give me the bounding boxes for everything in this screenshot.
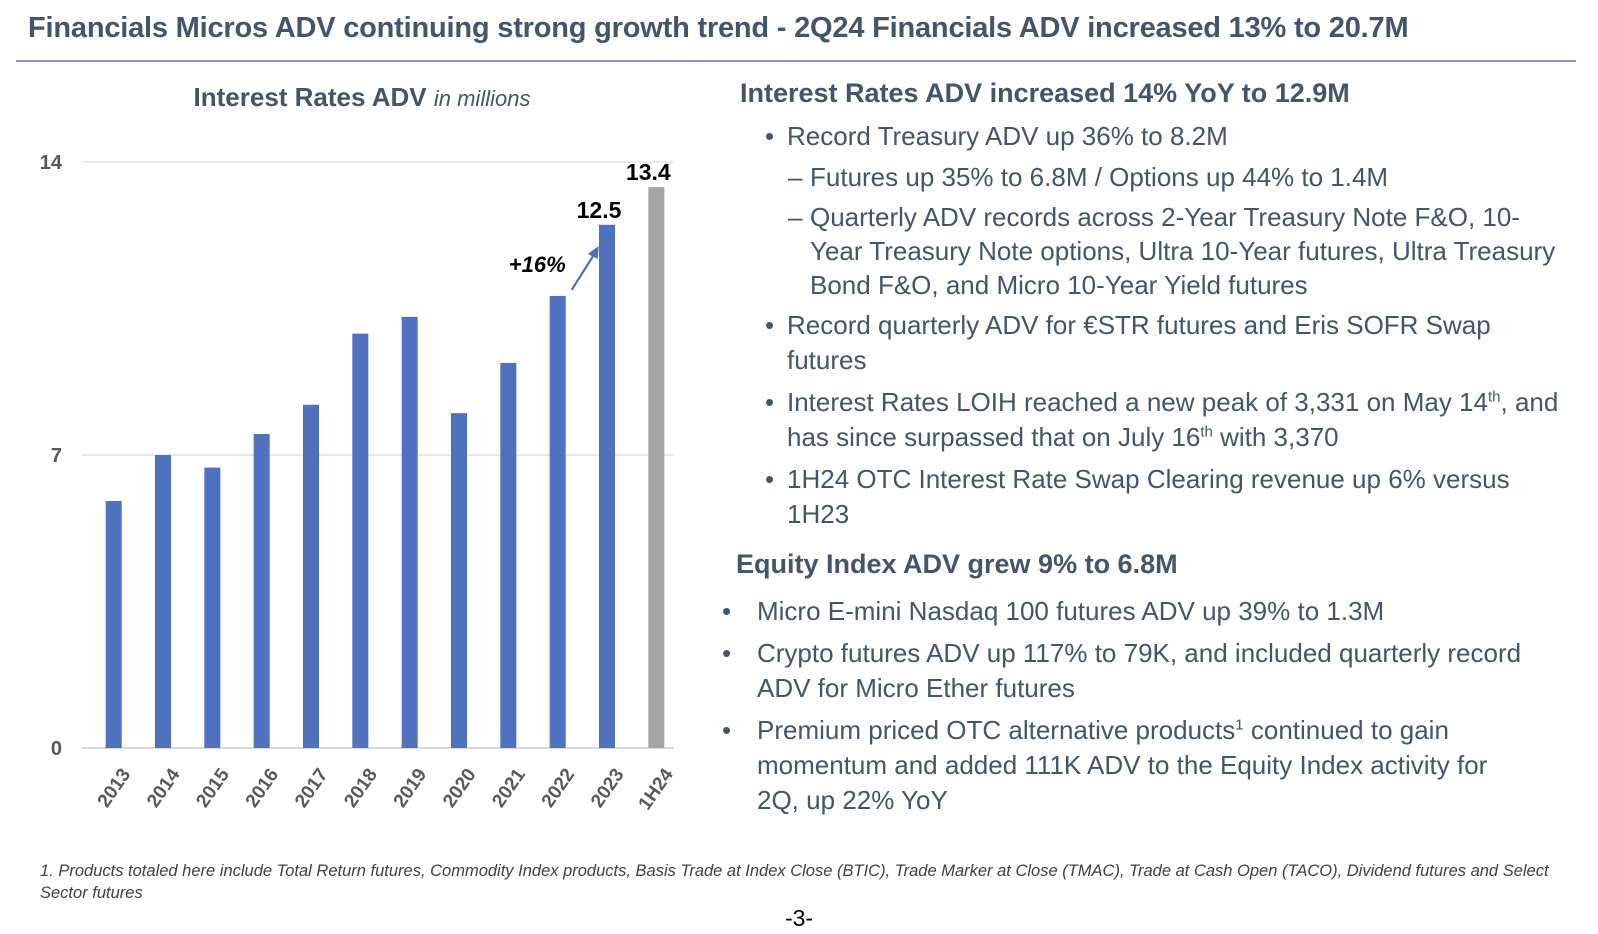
x-tick-label: 2020 <box>439 765 480 812</box>
growth-annotation-label: +16% <box>509 252 566 277</box>
sub-bullet-quarterly-records: – Quarterly ADV records across 2-Year Tr… <box>788 200 1568 302</box>
x-tick-label: 2021 <box>488 765 530 812</box>
bullet-text: Quarterly ADV records across 2-Year Trea… <box>810 202 1556 300</box>
text-segment: with 3,370 <box>1212 422 1339 452</box>
x-axis-ticks: 2013 2014 2015 2016 2017 2018 2019 2020 2021 2022… <box>94 764 678 814</box>
bullet-otc-irs: • 1H24 OTC Interest Rate Swap Clearing r… <box>765 462 1535 532</box>
bar-2017 <box>303 404 319 748</box>
bars <box>105 187 665 749</box>
title-divider <box>16 60 1576 62</box>
x-tick-label: 2014 <box>143 765 185 812</box>
data-label-2023: 12.5 <box>577 197 622 223</box>
bullet-micro-nasdaq: • Micro E-mini Nasdaq 100 futures ADV up… <box>722 594 1562 629</box>
bullet-treasury: • Record Treasury ADV up 36% to 8.2M <box>765 119 1565 154</box>
text-segment: continued to gain momentum and added 111… <box>757 715 1488 815</box>
bullet-text: Record quarterly ADV for €STR futures an… <box>787 310 1491 375</box>
y-tick-label: 7 <box>51 445 62 467</box>
bullet-marker: • <box>765 310 775 340</box>
bar-2016 <box>253 434 270 748</box>
text-segment: Premium priced OTC alternative products <box>757 715 1236 745</box>
chart-title: Interest Rates ADV in millions <box>0 82 724 113</box>
interest-rates-heading: Interest Rates ADV increased 14% YoY to … <box>740 78 1350 108</box>
bullet-crypto: • Crypto futures ADV up 117% to 79K, and… <box>722 636 1562 706</box>
bar-2014 <box>155 455 171 748</box>
text-segment: , and has since surpassed that on July 1… <box>787 387 1559 452</box>
bullet-marker: • <box>722 715 732 745</box>
superscript: th <box>1487 388 1501 406</box>
bullet-text: Micro E-mini Nasdaq 100 futures ADV up 3… <box>757 596 1385 626</box>
bar-2015 <box>204 467 221 748</box>
x-tick-label: 2016 <box>242 765 283 812</box>
chart-title-unit: in millions <box>433 86 531 111</box>
bullet-text: Futures up 35% to 6.8M / Options up 44% … <box>810 162 1389 192</box>
growth-annotation: +16% <box>509 245 599 291</box>
bar-2021 <box>500 362 517 748</box>
bar-2019 <box>401 316 418 748</box>
bar-1h24 <box>648 187 665 749</box>
slide-title: Financials Micros ADV continuing strong … <box>28 12 1409 44</box>
gridlines <box>82 161 674 749</box>
superscript: th <box>1200 423 1213 441</box>
y-tick-label: 14 <box>40 152 63 174</box>
bullet-marker: • <box>765 464 775 494</box>
bullet-loih: • Interest Rates LOIH reached a new peak… <box>765 385 1565 455</box>
footnote: 1. Products totaled here include Total R… <box>40 862 1549 902</box>
bullet-marker: • <box>722 596 732 626</box>
x-tick-label: 2023 <box>587 765 628 812</box>
dash-marker: – <box>788 202 803 232</box>
bullet-text: Crypto futures ADV up 117% to 79K, and i… <box>757 638 1522 703</box>
bar-2022 <box>549 295 566 748</box>
data-labels: 12.513.4 <box>577 159 671 223</box>
x-tick-label: 2019 <box>390 765 431 812</box>
x-tick-label: 2015 <box>192 765 234 812</box>
equity-index-heading: Equity Index ADV grew 9% to 6.8M <box>736 549 1178 579</box>
bar-2013 <box>105 501 122 748</box>
bullet-text: Record Treasury ADV up 36% to 8.2M <box>787 121 1228 151</box>
growth-arrow <box>570 251 597 291</box>
bullet-text: Interest Rates LOIH reached a new peak o… <box>765 385 1565 455</box>
bullet-marker: • <box>765 387 775 417</box>
x-tick-label: 2017 <box>291 765 332 812</box>
x-tick-label: 2018 <box>340 765 381 812</box>
footnote-ref: 1 <box>1235 716 1244 734</box>
y-axis-ticks: 0 7 14 <box>40 152 63 760</box>
bullet-marker: • <box>722 638 732 668</box>
bullet-premium-otc: • Premium priced OTC alternative product… <box>722 713 1532 818</box>
data-label-1h24: 13.4 <box>626 159 671 185</box>
bar-2020 <box>451 413 467 748</box>
arrow-head-icon <box>587 245 599 259</box>
bullet-text: 1H24 OTC Interest Rate Swap Clearing rev… <box>787 464 1510 529</box>
x-tick-label: 2013 <box>94 765 135 812</box>
bullet-text: Premium priced OTC alternative products1… <box>722 713 1532 818</box>
bar-2018 <box>352 333 369 748</box>
y-tick-label: 0 <box>51 738 62 760</box>
chart-title-main: Interest Rates ADV <box>193 82 427 112</box>
x-tick-label: 1H24 <box>635 764 679 814</box>
x-tick-label: 2022 <box>538 765 579 812</box>
bullet-marker: • <box>765 121 775 151</box>
sub-bullet-futures-options: – Futures up 35% to 6.8M / Options up 44… <box>788 160 1568 195</box>
dash-marker: – <box>788 162 803 192</box>
bullet-estr-sofr: • Record quarterly ADV for €STR futures … <box>765 308 1555 378</box>
page-number: -3- <box>784 905 814 931</box>
text-segment: Interest Rates LOIH reached a new peak o… <box>787 387 1488 417</box>
bar-2023 <box>599 224 615 748</box>
